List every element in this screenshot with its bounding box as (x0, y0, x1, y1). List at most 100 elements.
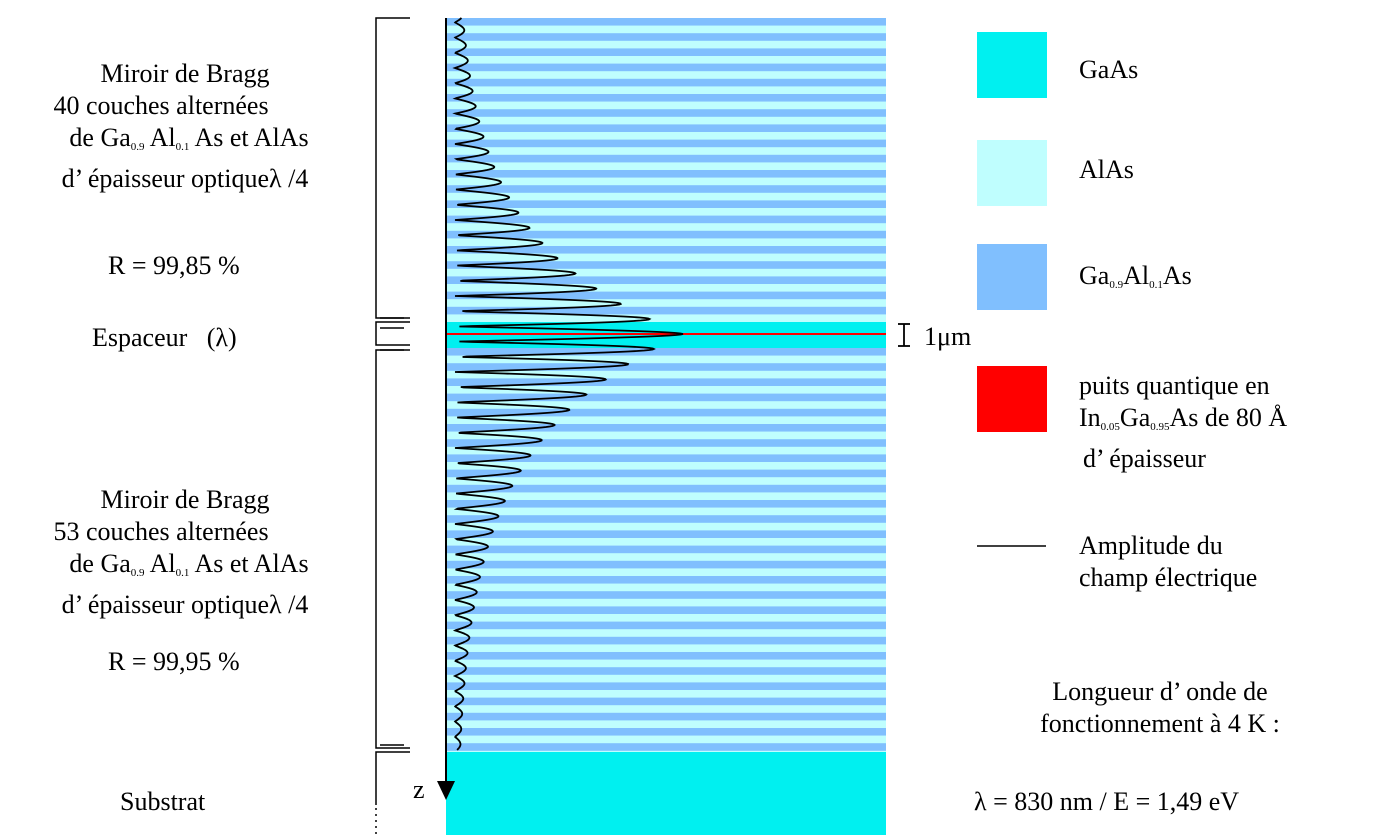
top-mirror-layer (446, 268, 886, 277)
bottom-mirror-layer (446, 370, 886, 379)
bottom-mirror-layer (446, 386, 886, 394)
bottom-mirror-layer (446, 560, 886, 569)
top-mirror-reflectivity: R = 99,85 % (108, 251, 240, 280)
bottom-mirror-layer (446, 545, 886, 554)
top-mirror-layer (446, 238, 886, 247)
bottom-mirror-layer (446, 750, 886, 753)
legend-gaalas-label: Ga0.9Al0.1As (1079, 261, 1192, 291)
bottom-mirror-layer (446, 492, 886, 501)
legend-gaas-label: GaAs (1079, 55, 1139, 84)
spacer-divider-marks (380, 317, 404, 746)
legend-alas-label: AlAs (1079, 155, 1134, 184)
bottom-mirror-layer (446, 538, 886, 546)
top-mirror-layer (446, 284, 886, 292)
bottom-mirror-layer (446, 378, 886, 387)
bottom-mirror-layer (446, 363, 886, 372)
bottom-mirror-layer (446, 652, 886, 660)
bottom-mirror-layer (446, 705, 886, 714)
bottom-mirror-layer (446, 606, 886, 615)
top-mirror-layer (446, 177, 886, 186)
top-mirror-layer (446, 124, 886, 133)
legend-swatch-quantum-well (977, 366, 1047, 432)
layer-stack (446, 18, 886, 753)
top-mirror-layer (446, 246, 886, 254)
bottom-mirror-layer (446, 355, 886, 364)
top-mirror-layer (446, 306, 886, 315)
bottom-mirror-layer (446, 568, 886, 577)
top-mirror-layer (446, 109, 886, 118)
legend-swatch-gaas (977, 32, 1047, 98)
legend-swatch-alas (977, 140, 1047, 206)
top-mirror-bracket (375, 17, 410, 319)
bottom-mirror-layer (446, 712, 886, 721)
bottom-mirror-layer (446, 416, 886, 425)
bottom-mirror-layer (446, 644, 886, 653)
top-mirror-title: Miroir de Bragg (100, 59, 270, 88)
substrate-bracket (375, 751, 410, 805)
bottom-mirror-bracket (375, 349, 410, 749)
bottom-mirror-layer (446, 728, 886, 736)
top-mirror-layer (446, 185, 886, 194)
bottom-mirror-layer (446, 598, 886, 607)
bottom-mirror-layer (446, 629, 886, 638)
bottom-mirror-layer (446, 462, 886, 470)
top-mirror-layer (446, 18, 886, 26)
bottom-mirror-layer (446, 446, 886, 455)
legend-quantum-well-label: puits quantique en In0.05Ga0.95As de 80 … (1079, 371, 1288, 473)
top-mirror-layer (446, 147, 886, 156)
bottom-mirror-layer (446, 454, 886, 463)
bottom-mirror-layer (446, 522, 886, 531)
bottom-mirror-layer (446, 682, 886, 691)
bottom-mirror-composition: de Ga0.9 Al0.1 As et AlAs (69, 549, 309, 579)
top-mirror-layer (446, 276, 886, 285)
scale-bar-icon (898, 323, 910, 347)
bottom-mirror-reflectivity: R = 99,95 % (108, 647, 240, 676)
spacer-label: Espaceur (λ) (92, 323, 237, 352)
top-mirror-layer (446, 40, 886, 49)
top-mirror-layer (446, 154, 886, 163)
z-axis-arrow-icon (437, 781, 455, 800)
bottom-mirror-layer (446, 674, 886, 683)
bottom-mirror-label: Miroir de Bragg 53 couches alternées de … (0, 484, 370, 621)
bottom-mirror-title: Miroir de Bragg (100, 485, 270, 514)
spacer-bracket (375, 321, 410, 351)
top-mirror-layer (446, 215, 886, 224)
top-mirror-layer (446, 25, 886, 34)
top-mirror-label: Miroir de Bragg 40 couches alternées de … (0, 58, 370, 195)
top-mirror-layer (446, 291, 886, 300)
top-mirror-layer (446, 116, 886, 125)
bottom-mirror-layer (446, 743, 886, 752)
bottom-mirror-layer (446, 530, 886, 539)
bottom-mirror-layer (446, 477, 886, 486)
top-mirror-composition: de Ga0.9 Al0.1 As et AlAs (69, 123, 309, 153)
legend-field-label: Amplitude du champ électrique (1079, 531, 1258, 592)
bottom-mirror-layer (446, 735, 886, 744)
bottom-mirror-layer (446, 424, 886, 432)
top-mirror-layer (446, 63, 886, 72)
top-mirror-layer (446, 48, 886, 57)
bottom-mirror-layer (446, 553, 886, 562)
top-mirror-layer (446, 162, 886, 171)
bottom-mirror-layer (446, 408, 886, 417)
bottom-mirror-layer (446, 401, 886, 410)
top-mirror-layer (446, 200, 886, 209)
top-mirror-layer (446, 33, 886, 42)
bottom-mirror-layer (446, 576, 886, 584)
top-mirror-layer (446, 261, 886, 270)
substrate-layer (446, 752, 886, 835)
electric-field-curve (452, 17, 684, 751)
top-mirror-layer (446, 299, 886, 308)
top-mirror-layer (446, 192, 886, 201)
top-mirror-layer (446, 132, 886, 140)
top-mirror-layer (446, 101, 886, 110)
legend-swatch-gaalas (977, 244, 1047, 310)
top-mirror-thickness: d’ épaisseur optiqueλ /4 (61, 164, 309, 193)
bottom-mirror-layer (446, 636, 886, 645)
bottom-mirror-layer (446, 348, 886, 356)
bottom-mirror-layer (446, 469, 886, 478)
bottom-mirror-layer (446, 621, 886, 630)
top-mirror-layer (446, 170, 886, 178)
top-mirror-layer (446, 86, 886, 95)
operating-values: λ = 830 nm / E = 1,49 eV (974, 787, 1240, 816)
